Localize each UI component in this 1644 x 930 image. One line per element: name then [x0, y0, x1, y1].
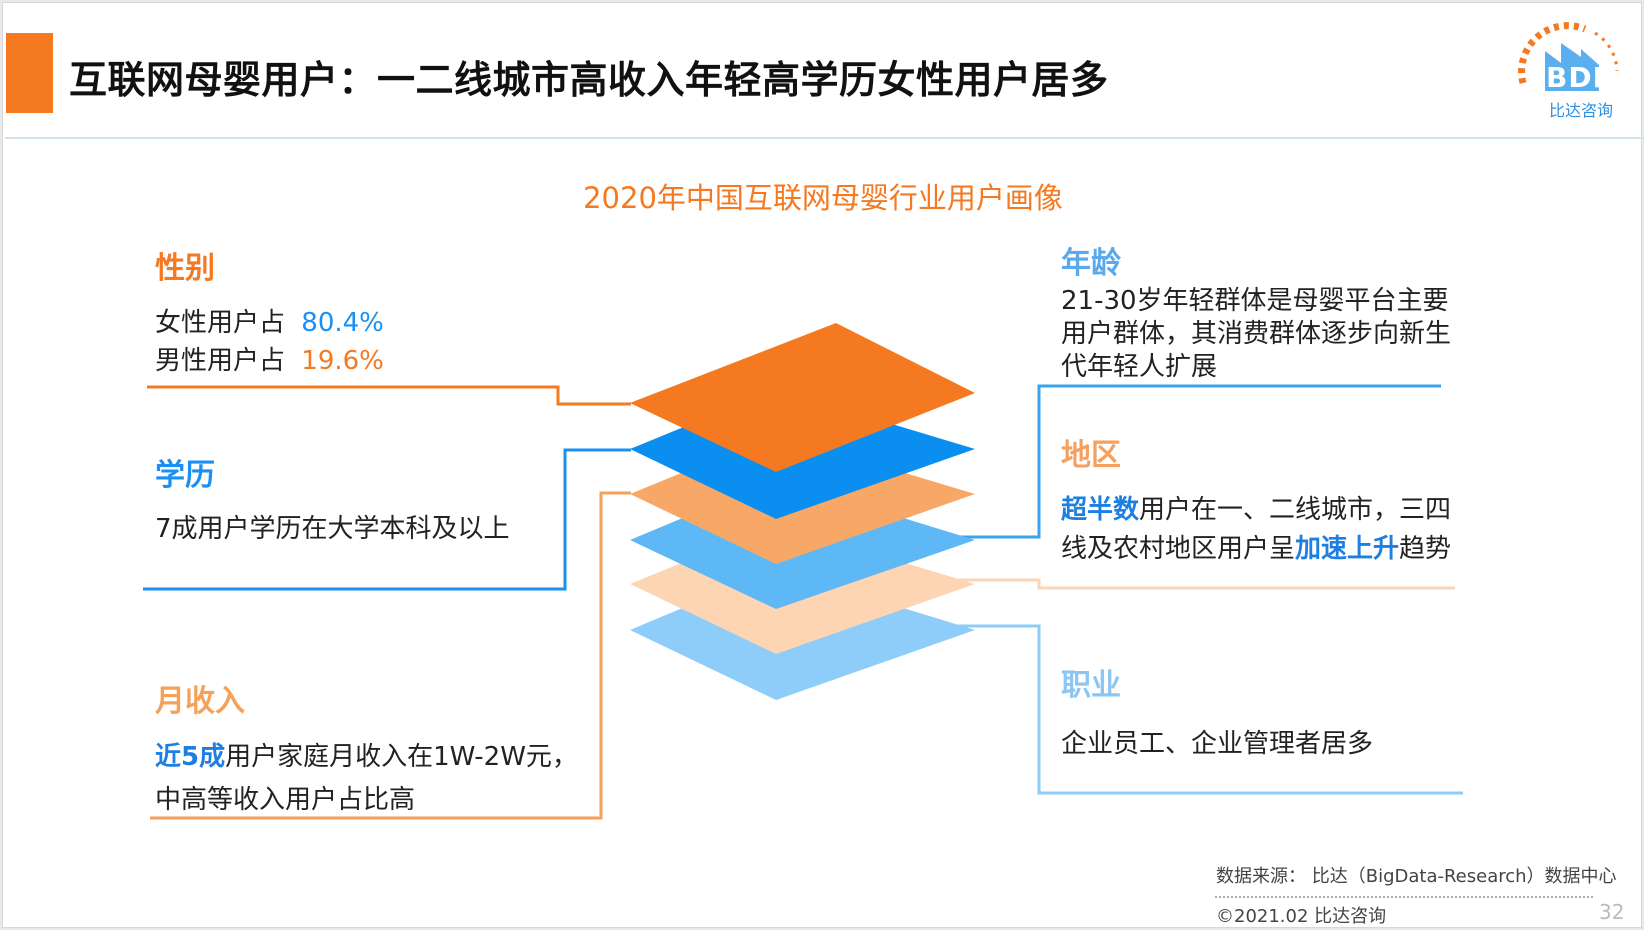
region-highlight1: 超半数: [1061, 495, 1140, 525]
page-number: 32: [1599, 900, 1625, 924]
region-heading: 地区: [1061, 438, 1121, 473]
education-text: 7成用户学历在大学本科及以上: [155, 514, 510, 544]
age-line2: 用户群体，其消费群体逐步向新生: [1061, 319, 1452, 349]
male-value: 19.6%: [301, 346, 384, 376]
layer-orange: [630, 323, 975, 472]
education-heading: 学历: [155, 458, 215, 493]
occupation-heading: 职业: [1061, 668, 1121, 703]
gender-female-row: 女性用户占 80.4%: [155, 302, 384, 339]
region-line1: 超半数用户在一、二线城市，三四: [1061, 489, 1451, 526]
region-highlight2: 加速上升: [1295, 534, 1400, 564]
occupation-text: 企业员工、企业管理者居多: [1061, 729, 1374, 759]
gender-heading: 性别: [155, 251, 215, 286]
logo-subtext: 比达咨询: [1549, 101, 1614, 120]
region-text2b: 趋势: [1399, 534, 1452, 564]
age-line1: 21-30岁年轻群体是母婴平台主要: [1061, 286, 1449, 316]
page-title: 互联网母婴用户：一二线城市高收入年轻高学历女性用户居多: [69, 58, 1109, 102]
gender-male-row: 男性用户占 19.6%: [155, 340, 384, 377]
female-value: 80.4%: [301, 308, 384, 338]
connector-age: [948, 384, 1441, 539]
bdr-logo: BDR 比达咨询: [1513, 21, 1625, 121]
footer-divider: [1215, 896, 1593, 898]
income-heading: 月收入: [155, 684, 245, 719]
female-label: 女性用户占: [155, 308, 286, 338]
income-line1: 近5成用户家庭月收入在1W-2W元，: [155, 736, 578, 773]
connector-education: [143, 448, 631, 591]
logo-text: BDR: [1546, 61, 1616, 94]
income-text1: 用户家庭月收入在1W-2W元，: [225, 742, 578, 772]
copyright: ©2021.02 比达咨询: [1216, 906, 1387, 927]
data-source: 数据来源： 比达（BigData-Research）数据中心: [1216, 866, 1617, 887]
connector-region: [958, 578, 1455, 590]
title-accent-bar: [6, 33, 53, 113]
male-label: 男性用户占: [155, 346, 286, 376]
income-highlight: 近5成: [155, 742, 226, 772]
region-line2: 线及农村地区用户呈加速上升趋势: [1061, 528, 1451, 565]
age-heading: 年龄: [1061, 246, 1121, 281]
logo-graphic-icon: [1518, 22, 1619, 91]
connector-gender: [147, 385, 631, 406]
region-text2a: 线及农村地区用户呈: [1061, 534, 1296, 564]
income-line2: 中高等收入用户占比高: [155, 785, 416, 815]
connector-income: [150, 491, 631, 820]
layer-diagram: [143, 323, 1463, 820]
connector-occupation: [951, 624, 1463, 795]
diagram-title: 2020年中国互联网母婴行业用户画像: [583, 181, 1063, 215]
region-text1: 用户在一、二线城市，三四: [1139, 495, 1452, 525]
age-line3: 代年轻人扩展: [1061, 352, 1218, 382]
header-divider: [5, 137, 1644, 139]
